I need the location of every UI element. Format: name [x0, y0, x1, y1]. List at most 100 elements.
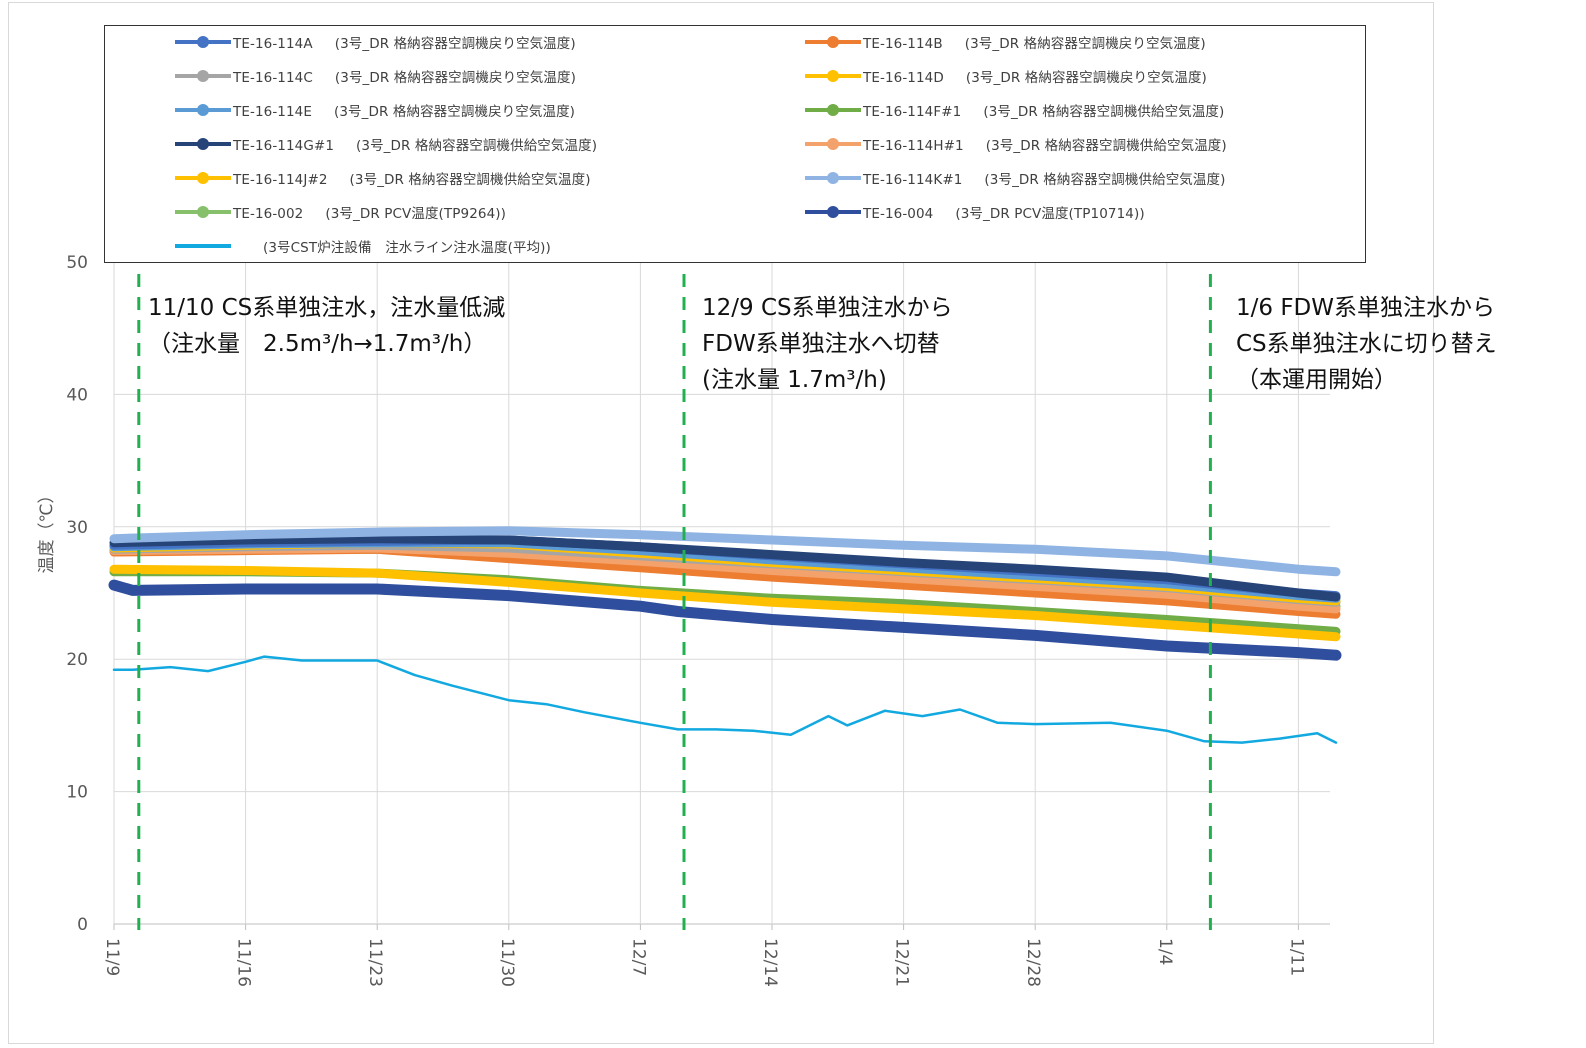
legend-item: TE-16-114E (3号_DR 格納容器空調機戻り空気温度) — [175, 96, 575, 124]
legend-series-name: TE-16-004 — [863, 206, 934, 222]
annotation-line: 11/10 CS系単独注水，注水量低減 — [148, 295, 506, 321]
legend-series-desc: (3号_DR 格納容器空調機供給空気温度) — [985, 138, 1227, 154]
legend-item: TE-16-114B (3号_DR 格納容器空調機戻り空気温度) — [805, 28, 1206, 56]
legend-item: TE-16-002 (3号_DR PCV温度(TP9264)) — [175, 198, 506, 226]
x-tick-label: 12/28 — [1023, 938, 1043, 987]
legend-swatch — [175, 69, 231, 83]
x-tick-labels: 11/9 11/16 11/23 11/30 12/7 12/14 12/21 12/28 1/… — [102, 938, 1306, 987]
legend-label: (3号CST炉注設備 注水ライン注水温度(平均)) — [233, 236, 551, 256]
legend-series-name: TE-16-114F#1 — [863, 104, 962, 120]
event-markers — [137, 274, 1212, 930]
legend-swatch — [805, 205, 861, 219]
annotation-text: 1/6 FDW系単独注水から CS系単独注水に切り替え （本運用開始） — [1236, 290, 1497, 398]
y-tick-label: 10 — [66, 783, 88, 803]
legend-series-name: TE-16-114A — [233, 36, 313, 52]
legend-swatch — [805, 35, 861, 49]
legend-label: TE-16-114E (3号_DR 格納容器空調機戻り空気温度) — [233, 100, 575, 120]
legend-series-name: TE-16-114E — [233, 104, 312, 120]
legend-label: TE-16-114K#1 (3号_DR 格納容器空調機供給空気温度) — [863, 168, 1225, 188]
x-tick-label: 11/23 — [365, 938, 385, 987]
legend-label: TE-16-114H#1 (3号_DR 格納容器空調機供給空気温度) — [863, 134, 1227, 154]
legend-series-name: TE-16-114K#1 — [863, 172, 963, 188]
legend: TE-16-114A (3号_DR 格納容器空調機戻り空気温度) TE-16-114… — [104, 25, 1366, 263]
legend-item: TE-16-114C (3号_DR 格納容器空調機戻り空気温度) — [175, 62, 576, 90]
legend-series-name: TE-16-114C — [233, 70, 313, 86]
y-tick-label: 20 — [66, 650, 88, 670]
annotation-text: 11/10 CS系単独注水，注水量低減 （注水量 2.5m³/h→1.7m³/h） — [148, 290, 505, 362]
x-tick-label: 11/30 — [497, 938, 517, 987]
x-tick-label: 1/11 — [1286, 938, 1306, 976]
legend-series-name: TE-16-114G#1 — [233, 138, 335, 154]
legend-item: TE-16-004 (3号_DR PCV温度(TP10714)) — [805, 198, 1145, 226]
legend-swatch — [175, 137, 231, 151]
legend-item: TE-16-114K#1 (3号_DR 格納容器空調機供給空気温度) — [805, 164, 1225, 192]
legend-series-desc: (3号_DR 格納容器空調機戻り空気温度) — [334, 104, 576, 120]
legend-series-name: TE-16-002 — [233, 206, 304, 222]
legend-item: TE-16-114J#2 (3号_DR 格納容器空調機供給空気温度) — [175, 164, 591, 192]
legend-series-name: TE-16-114J#2 — [233, 172, 328, 188]
x-tick-label: 11/16 — [234, 938, 254, 987]
legend-item: TE-16-114A (3号_DR 格納容器空調機戻り空気温度) — [175, 28, 576, 56]
annotation-line: （本運用開始） — [1236, 367, 1397, 393]
legend-label: TE-16-002 (3号_DR PCV温度(TP9264)) — [233, 202, 506, 222]
legend-swatch — [175, 103, 231, 117]
legend-swatch — [175, 171, 231, 185]
legend-series-desc: (3号_DR PCV温度(TP10714)) — [955, 206, 1145, 222]
legend-item: (3号CST炉注設備 注水ライン注水温度(平均)) — [175, 232, 551, 260]
legend-label: TE-16-114A (3号_DR 格納容器空調機戻り空気温度) — [233, 32, 576, 52]
series-line — [112, 655, 1338, 744]
x-tick-label: 1/4 — [1155, 938, 1175, 965]
legend-series-name: TE-16-114D — [863, 70, 944, 86]
legend-series-desc: (3号_DR 格納容器空調機戻り空気温度) — [334, 36, 576, 52]
legend-label: TE-16-004 (3号_DR PCV温度(TP10714)) — [863, 202, 1145, 222]
legend-series-desc: (3号_DR 格納容器空調機戻り空気温度) — [334, 70, 576, 86]
legend-label: TE-16-114J#2 (3号_DR 格納容器空調機供給空気温度) — [233, 168, 591, 188]
annotation-text: 12/9 CS系単独注水から FDW系単独注水へ切替 (注水量 1.7m³/h) — [702, 290, 953, 398]
legend-series-desc: (3号_DR 格納容器空調機戻り空気温度) — [965, 70, 1207, 86]
annotation-line: 1/6 FDW系単独注水から — [1236, 295, 1496, 321]
legend-series-desc: (3号CST炉注設備 注水ライン注水温度(平均)) — [263, 240, 551, 256]
y-tick-labels: 0 10 20 30 40 50 — [66, 253, 88, 935]
legend-series-desc: (3号_DR 格納容器空調機供給空気温度) — [356, 138, 598, 154]
legend-item: TE-16-114D (3号_DR 格納容器空調機戻り空気温度) — [805, 62, 1207, 90]
legend-series-name: TE-16-114H#1 — [863, 138, 964, 154]
legend-series-desc: (3号_DR 格納容器空調機供給空気温度) — [984, 172, 1226, 188]
x-tick-label: 12/21 — [892, 938, 912, 987]
legend-swatch — [805, 103, 861, 117]
y-tick-label: 0 — [77, 915, 88, 935]
legend-series-desc: (3号_DR 格納容器空調機供給空気温度) — [983, 104, 1225, 120]
annotation-line: （注水量 2.5m³/h→1.7m³/h） — [148, 331, 487, 357]
y-tick-label: 40 — [66, 385, 88, 405]
x-tick-label: 11/9 — [102, 938, 122, 976]
legend-swatch — [175, 35, 231, 49]
legend-swatch — [805, 69, 861, 83]
legend-series-desc: (3号_DR PCV温度(TP9264)) — [325, 206, 506, 222]
legend-item: TE-16-114F#1 (3号_DR 格納容器空調機供給空気温度) — [805, 96, 1224, 124]
x-tick-label: 12/7 — [628, 938, 648, 976]
legend-swatch — [805, 171, 861, 185]
annotation-line: CS系単独注水に切り替え — [1236, 331, 1497, 357]
legend-item: TE-16-114H#1 (3号_DR 格納容器空調機供給空気温度) — [805, 130, 1227, 158]
legend-label: TE-16-114F#1 (3号_DR 格納容器空調機供給空気温度) — [863, 100, 1224, 120]
series-lines — [108, 526, 1342, 744]
legend-series-desc: (3号_DR 格納容器空調機供給空気温度) — [349, 172, 591, 188]
legend-swatch — [805, 137, 861, 151]
legend-swatch — [175, 205, 231, 219]
y-tick-label: 30 — [66, 518, 88, 538]
legend-item: TE-16-114G#1 (3号_DR 格納容器空調機供給空気温度) — [175, 130, 597, 158]
legend-label: TE-16-114B (3号_DR 格納容器空調機戻り空気温度) — [863, 32, 1206, 52]
y-axis-label: 温度（℃） — [37, 486, 57, 573]
series-line — [108, 579, 1342, 661]
x-tick-label: 12/14 — [760, 938, 780, 987]
legend-label: TE-16-114C (3号_DR 格納容器空調機戻り空気温度) — [233, 66, 576, 86]
legend-label: TE-16-114D (3号_DR 格納容器空調機戻り空気温度) — [863, 66, 1207, 86]
annotation-line: FDW系単独注水へ切替 — [702, 331, 940, 357]
legend-swatch — [175, 239, 231, 253]
legend-label: TE-16-114G#1 (3号_DR 格納容器空調機供給空気温度) — [233, 134, 597, 154]
y-tick-label: 50 — [66, 253, 88, 273]
annotation-line: 12/9 CS系単独注水から — [702, 295, 953, 321]
annotation-line: (注水量 1.7m³/h) — [702, 367, 887, 393]
legend-series-desc: (3号_DR 格納容器空調機戻り空気温度) — [964, 36, 1206, 52]
legend-series-name: TE-16-114B — [863, 36, 943, 52]
